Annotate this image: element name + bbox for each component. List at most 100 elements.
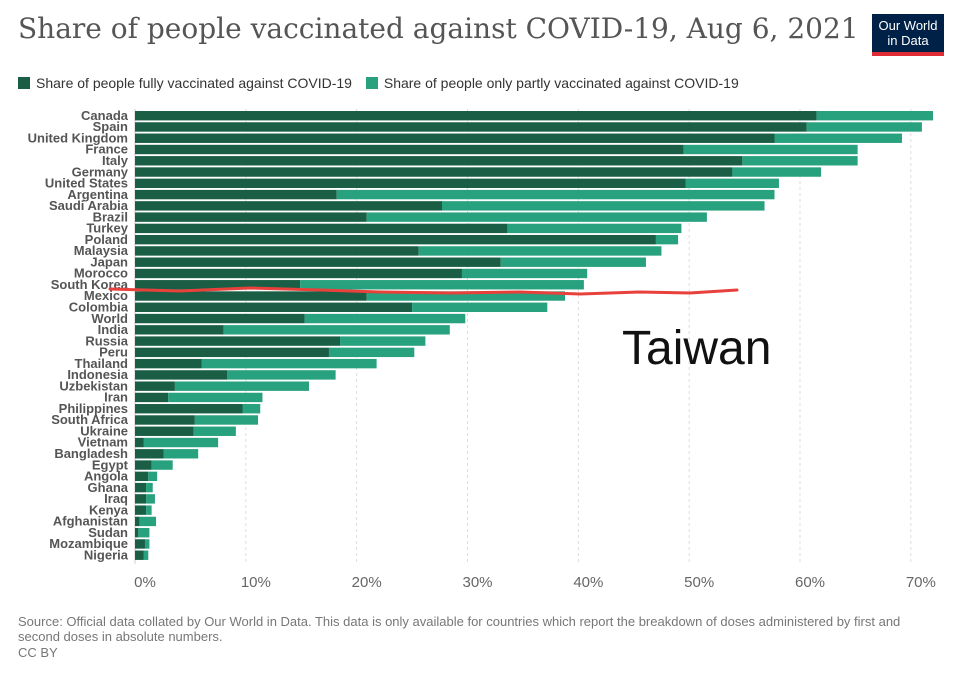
bar-fully-spain[interactable] bbox=[135, 122, 807, 132]
bar-partly-united-states[interactable] bbox=[685, 178, 779, 189]
bar-fully-mexico[interactable] bbox=[135, 291, 367, 301]
bar-partly-sudan[interactable] bbox=[138, 527, 150, 538]
category-label: Peru bbox=[99, 345, 128, 360]
bar-fully-afghanistan[interactable] bbox=[135, 516, 140, 527]
bar-fully-peru[interactable] bbox=[135, 347, 329, 358]
bar-partly-argentina[interactable] bbox=[336, 189, 775, 200]
bar-fully-bangladesh[interactable] bbox=[135, 449, 164, 459]
bar-partly-thailand[interactable] bbox=[201, 358, 377, 369]
bar-partly-south-africa[interactable] bbox=[194, 415, 259, 425]
bar-partly-japan[interactable] bbox=[500, 257, 646, 267]
bar-partly-ukraine[interactable] bbox=[193, 426, 236, 436]
bar-fully-argentina[interactable] bbox=[135, 189, 337, 200]
bar-partly-ghana[interactable] bbox=[146, 482, 153, 493]
bar-fully-france[interactable] bbox=[135, 144, 684, 155]
bar-partly-poland[interactable] bbox=[655, 234, 679, 245]
category-label: South Africa bbox=[51, 412, 129, 427]
x-tick-label: 10% bbox=[241, 574, 271, 591]
bar-fully-brazil[interactable] bbox=[135, 212, 367, 222]
bar-partly-brazil[interactable] bbox=[366, 212, 707, 222]
bar-fully-malaysia[interactable] bbox=[135, 246, 419, 256]
bar-partly-mexico[interactable] bbox=[366, 291, 566, 301]
bar-fully-indonesia[interactable] bbox=[135, 370, 227, 380]
bar-fully-kenya[interactable] bbox=[135, 505, 147, 515]
bar-fully-turkey[interactable] bbox=[135, 223, 508, 234]
bar-partly-united-kingdom[interactable] bbox=[774, 133, 902, 143]
bar-fully-russia[interactable] bbox=[135, 336, 341, 346]
bar-partly-kenya[interactable] bbox=[146, 505, 152, 515]
bar-partly-italy[interactable] bbox=[742, 156, 858, 166]
bar-partly-philippines[interactable] bbox=[242, 404, 261, 414]
bar-fully-germany[interactable] bbox=[135, 167, 733, 177]
bar-fully-mozambique[interactable] bbox=[135, 539, 145, 549]
category-label: India bbox=[98, 322, 129, 337]
bar-fully-angola[interactable] bbox=[135, 471, 149, 482]
bar-partly-morocco[interactable] bbox=[461, 268, 588, 279]
category-label: Italy bbox=[102, 153, 129, 168]
bar-partly-colombia[interactable] bbox=[412, 302, 548, 312]
bar-fully-canada[interactable] bbox=[135, 111, 817, 121]
bar-fully-nigeria[interactable] bbox=[135, 550, 144, 560]
bar-fully-sudan[interactable] bbox=[135, 527, 139, 538]
bar-fully-south-africa[interactable] bbox=[135, 415, 195, 425]
bar-fully-iraq[interactable] bbox=[135, 494, 147, 504]
bar-partly-iraq[interactable] bbox=[146, 494, 155, 504]
category-label: France bbox=[85, 142, 128, 157]
bar-partly-spain[interactable] bbox=[806, 122, 922, 132]
bar-partly-south-korea[interactable] bbox=[300, 280, 584, 290]
bar-partly-india[interactable] bbox=[223, 325, 450, 335]
bar-fully-italy[interactable] bbox=[135, 156, 743, 166]
owid-logo[interactable]: Our World in Data bbox=[872, 14, 944, 56]
bar-fully-colombia[interactable] bbox=[135, 302, 413, 312]
bar-partly-mozambique[interactable] bbox=[144, 539, 150, 549]
category-label: Malaysia bbox=[74, 243, 129, 258]
bar-fully-japan[interactable] bbox=[135, 257, 501, 267]
bar-partly-uzbekistan[interactable] bbox=[174, 381, 310, 391]
bar-partly-peru[interactable] bbox=[328, 347, 415, 358]
bar-fully-united-kingdom[interactable] bbox=[135, 133, 775, 143]
bar-fully-india[interactable] bbox=[135, 325, 224, 335]
bar-fully-thailand[interactable] bbox=[135, 358, 202, 369]
bar-fully-ukraine[interactable] bbox=[135, 426, 194, 436]
bar-fully-world[interactable] bbox=[135, 313, 305, 324]
bar-partly-turkey[interactable] bbox=[507, 223, 682, 234]
category-label: Canada bbox=[81, 108, 129, 123]
bar-fully-saudi-arabia[interactable] bbox=[135, 201, 443, 211]
category-label: Angola bbox=[84, 469, 129, 484]
bar-partly-russia[interactable] bbox=[340, 336, 426, 346]
bar-partly-egypt[interactable] bbox=[151, 460, 173, 470]
bar-partly-angola[interactable] bbox=[148, 471, 158, 482]
bar-partly-france[interactable] bbox=[683, 144, 858, 155]
bar-partly-iran[interactable] bbox=[168, 392, 263, 403]
bar-partly-world[interactable] bbox=[304, 313, 466, 324]
bar-partly-malaysia[interactable] bbox=[418, 246, 662, 256]
bar-partly-germany[interactable] bbox=[732, 167, 822, 177]
x-tick-label: 30% bbox=[462, 574, 492, 591]
bar-fully-south-korea[interactable] bbox=[135, 280, 301, 290]
bar-partly-bangladesh[interactable] bbox=[163, 449, 199, 459]
bar-fully-iran[interactable] bbox=[135, 392, 169, 403]
bar-fully-egypt[interactable] bbox=[135, 460, 152, 470]
license-note: CC BY bbox=[18, 645, 58, 660]
bar-partly-indonesia[interactable] bbox=[226, 370, 336, 380]
bar-fully-united-states[interactable] bbox=[135, 178, 686, 189]
bar-partly-afghanistan[interactable] bbox=[139, 516, 157, 527]
bar-partly-nigeria[interactable] bbox=[143, 550, 149, 560]
bar-fully-poland[interactable] bbox=[135, 234, 656, 245]
bar-partly-saudi-arabia[interactable] bbox=[442, 201, 765, 211]
category-label: Philippines bbox=[59, 401, 128, 416]
category-label: Ukraine bbox=[80, 423, 128, 438]
x-tick-label: 60% bbox=[795, 574, 825, 591]
legend-item-fully[interactable]: Share of people fully vaccinated against… bbox=[18, 75, 352, 91]
chart-title: Share of people vaccinated against COVID… bbox=[18, 12, 859, 45]
bar-partly-canada[interactable] bbox=[816, 111, 933, 121]
bar-fully-morocco[interactable] bbox=[135, 268, 462, 279]
bar-fully-ghana[interactable] bbox=[135, 482, 147, 493]
category-label: Iraq bbox=[104, 491, 128, 506]
legend-item-partly[interactable]: Share of people only partly vaccinated a… bbox=[365, 75, 739, 91]
bar-fully-uzbekistan[interactable] bbox=[135, 381, 175, 391]
legend-label-fully: Share of people fully vaccinated against… bbox=[36, 75, 352, 91]
bar-fully-vietnam[interactable] bbox=[135, 437, 144, 448]
bar-partly-vietnam[interactable] bbox=[143, 437, 219, 448]
bar-fully-philippines[interactable] bbox=[135, 404, 243, 414]
